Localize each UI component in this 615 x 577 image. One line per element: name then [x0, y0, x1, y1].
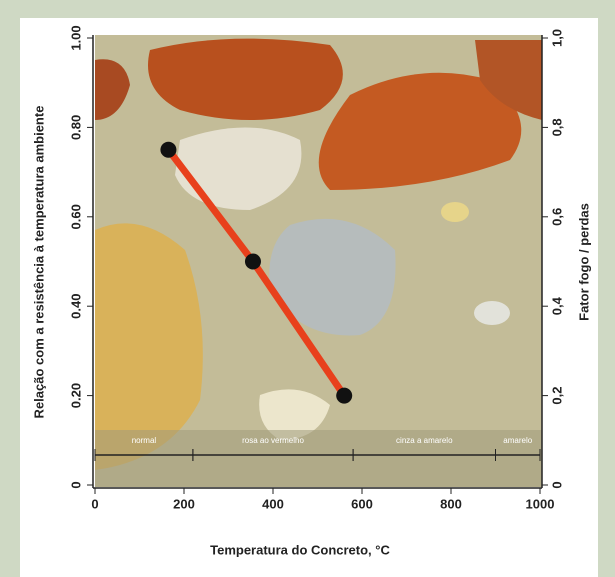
y2-tick-label: 0,8: [549, 118, 564, 136]
x-tick-label: 600: [351, 496, 373, 511]
point: [245, 254, 261, 270]
y2-tick-label: 1,0: [549, 29, 564, 47]
x-tick-label: 1000: [526, 496, 555, 511]
x-tick-label: 400: [262, 496, 284, 511]
y2-axis-label: Fator fogo / perdas: [576, 203, 591, 321]
y2-tick-label: 0,2: [549, 387, 564, 405]
y-tick-label: 0.20: [68, 383, 83, 408]
x-axis-label: Temperatura do Concreto, °C: [210, 542, 390, 557]
y2-tick-label: 0,6: [549, 208, 564, 226]
zone-label: normal: [132, 436, 157, 445]
x-tick-label: 0: [91, 496, 98, 511]
point: [336, 388, 352, 404]
y-tick-label: 0.40: [68, 294, 83, 319]
chart: Temperatura do Concreto, °C Relação com …: [0, 0, 615, 577]
x-tick-label: 200: [173, 496, 195, 511]
point: [160, 142, 176, 158]
x-tick-label: 800: [440, 496, 462, 511]
zone-label: amarelo: [503, 436, 532, 445]
photo: [95, 35, 542, 487]
y-tick-label: 0.80: [68, 115, 83, 140]
y-tick-label: 0.60: [68, 204, 83, 229]
y-tick-label: 0: [68, 481, 83, 488]
y2-tick-label: 0,4: [549, 296, 564, 315]
y-axis-label: Relação com a resistência à temperatura …: [31, 106, 46, 419]
y2-tick-label: 0: [549, 481, 564, 488]
zone-label: cinza a amarelo: [396, 436, 453, 445]
y-tick-label: 1.00: [68, 25, 83, 50]
zone-label: rosa ao vermelho: [242, 436, 304, 445]
